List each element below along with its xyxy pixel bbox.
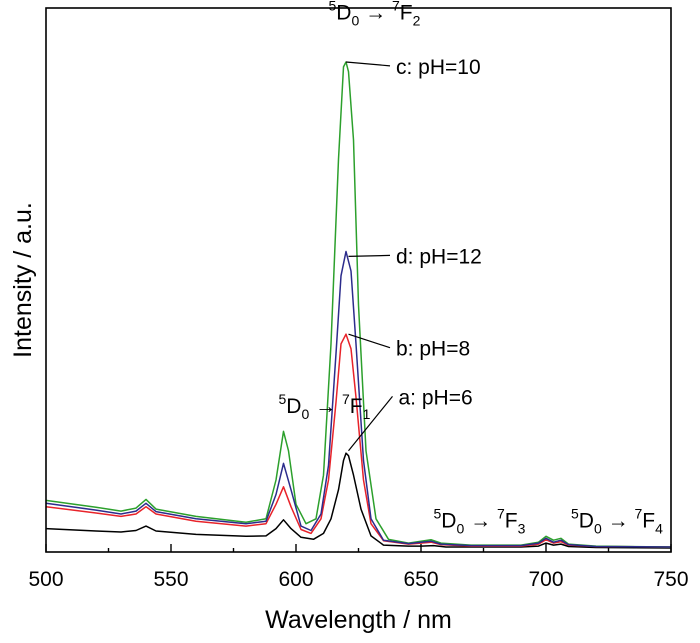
transition-labels: 5D0 → 7F2 5D0 → 7F1 5D0 → 7F3 5D0 → 7F4 (279, 0, 664, 536)
annotation-leader (348, 333, 391, 349)
transition-label: 5D0 → 7F1 (279, 391, 371, 422)
series-layer (45, 61, 672, 549)
annotation-leader (345, 61, 391, 67)
transition-label: 5D0 → 7F3 (434, 505, 526, 536)
series-line-c (45, 61, 672, 548)
series-line-b (45, 333, 672, 548)
annotation-label: d: pH=12 (396, 245, 482, 268)
series-line-a (45, 452, 672, 549)
annotation-leader (348, 254, 391, 257)
annotation-label: c: pH=10 (396, 56, 481, 79)
series-line-d (45, 250, 672, 548)
transition-label: 5D0 → 7F2 (329, 0, 421, 28)
x-tick-label: 600 (278, 568, 313, 591)
x-tick-label: 650 (403, 568, 438, 591)
axes (45, 7, 672, 553)
annotation-label: a: pH=6 (399, 386, 473, 409)
x-ticks: 500 550 600 650 700 750 (28, 544, 689, 591)
annotation-label: b: pH=8 (396, 338, 470, 361)
x-axis-title: Wavelength / nm (265, 606, 452, 634)
x-tick-label: 750 (653, 568, 688, 591)
annotations: c: pH=10 d: pH=12 b: pH=8 a: pH=6 (396, 56, 482, 409)
y-axis-title: Intensity / a.u. (9, 202, 37, 358)
leader-layer (345, 61, 393, 452)
plot-frame (45, 7, 672, 553)
transition-label: 5D0 → 7F4 (571, 505, 663, 536)
x-tick-label: 500 (28, 568, 63, 591)
annotation-leader (348, 395, 393, 452)
x-tick-label: 700 (528, 568, 563, 591)
x-tick-label: 550 (153, 568, 188, 591)
